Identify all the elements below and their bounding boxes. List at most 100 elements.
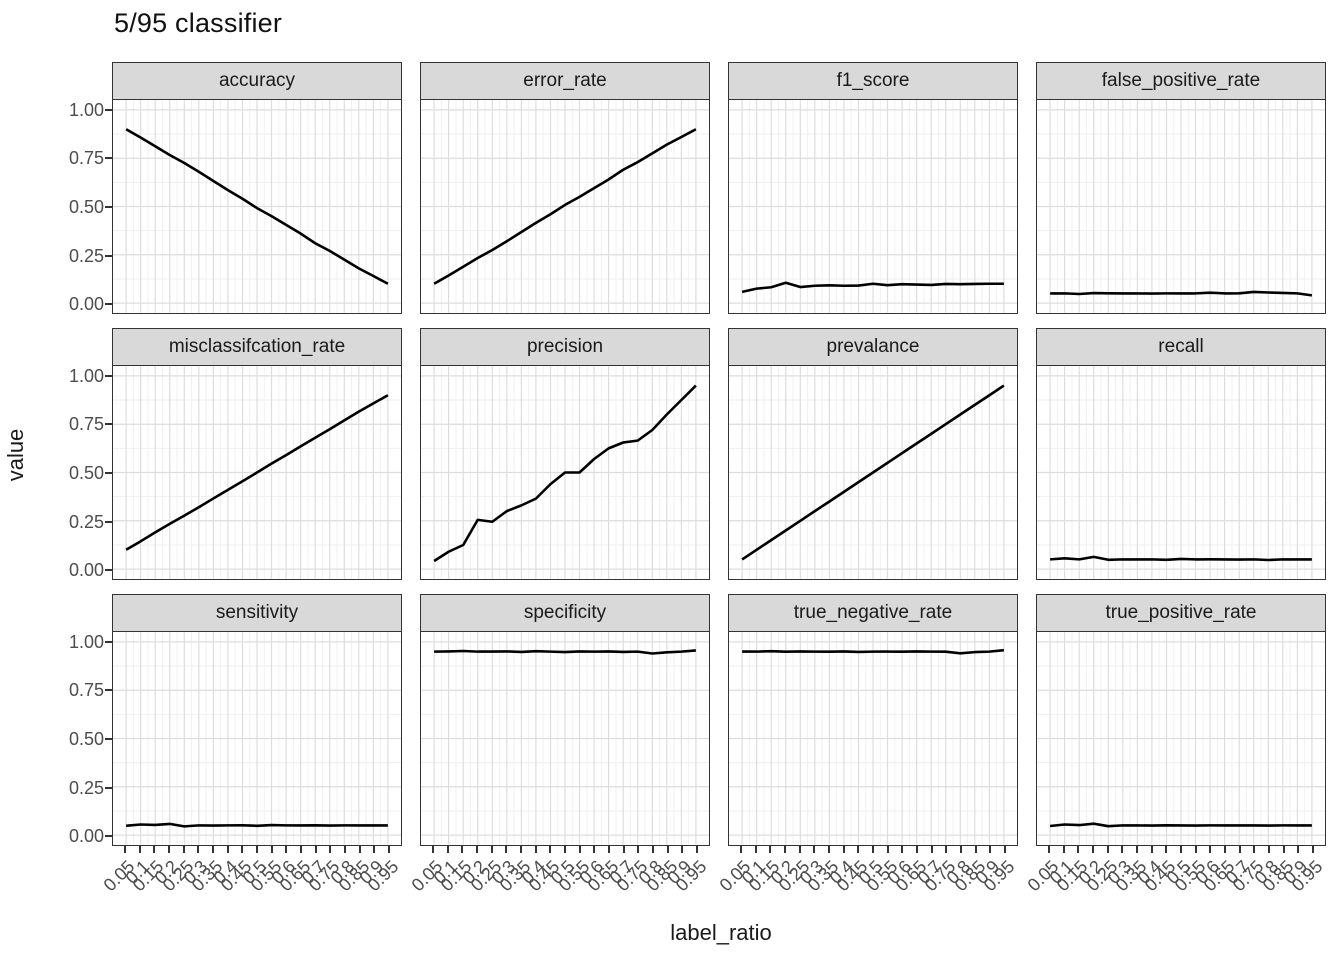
x-tick-mark [593, 846, 596, 853]
x-axis-title: label_ratio [670, 920, 772, 945]
x-tick-mark [168, 846, 171, 853]
x-tick-mark [1106, 846, 1109, 853]
x-tick-mark [446, 846, 449, 853]
x-tick-mark [622, 846, 625, 853]
facet-strip-label: misclassifcation_rate [112, 328, 402, 366]
y-tick-mark [105, 640, 112, 643]
facet-strip-label: false_positive_rate [1036, 62, 1326, 100]
facet-misclassifcation_rate: misclassifcation_rate [112, 328, 402, 580]
x-tick-mark [153, 846, 156, 853]
x-tick-mark [549, 846, 552, 853]
facet-panel [728, 100, 1018, 314]
x-tick-mark [1267, 846, 1270, 853]
x-tick-mark [534, 846, 537, 853]
y-tick-mark [105, 472, 112, 474]
y-tick-label: 1.00 [68, 99, 104, 120]
facet-recall: recall [1036, 328, 1326, 580]
x-tick-mark [666, 846, 669, 853]
data-line-true_negative_rate [742, 648, 1005, 655]
x-tick-mark [1062, 846, 1065, 853]
facet-sensitivity: sensitivity [112, 594, 402, 846]
x-tick-mark [754, 846, 757, 853]
facet-panel [1036, 366, 1326, 580]
x-tick-mark [901, 846, 904, 853]
facet-precision: precision [420, 328, 710, 580]
y-tick-mark [105, 423, 112, 426]
x-tick-mark [607, 846, 610, 853]
y-tick-label: 0.50 [68, 463, 104, 483]
x-tick-mark [226, 846, 229, 853]
y-tick-label: 0.25 [68, 245, 104, 266]
x-tick-mark [857, 846, 860, 853]
x-tick-mark [1180, 846, 1182, 853]
x-tick-mark [520, 846, 523, 853]
x-tick-mark [1165, 846, 1168, 853]
x-tick-mark [945, 846, 948, 853]
x-tick-mark [886, 846, 889, 853]
facet-panel [1036, 100, 1326, 314]
x-tick-mark [1282, 846, 1285, 853]
x-tick-mark [476, 846, 479, 853]
x-tick-mark [578, 846, 581, 853]
x-tick-mark [1297, 846, 1300, 853]
x-tick-mark [740, 846, 743, 853]
y-tick-mark [105, 520, 112, 523]
x-tick-mark [798, 846, 801, 853]
facet-strip-label: specificity [420, 594, 710, 632]
facet-panel [112, 632, 402, 846]
x-tick-mark [343, 846, 346, 853]
x-tick-mark [784, 846, 787, 853]
facet-true_negative_rate: true_negative_rate [728, 594, 1018, 846]
data-line-misclassifcation_rate [125, 394, 389, 551]
facet-specificity: specificity [420, 594, 710, 846]
y-tick-mark [105, 374, 112, 377]
y-tick-mark [105, 835, 112, 838]
facet-panel [112, 366, 402, 580]
x-tick-mark [930, 846, 933, 853]
x-tick-mark [285, 846, 288, 853]
y-tick-mark [105, 157, 112, 160]
facet-panel [728, 632, 1018, 846]
x-tick-mark [1194, 846, 1197, 853]
data-line-accuracy [125, 128, 389, 285]
y-tick-label: 0.25 [68, 777, 104, 798]
x-tick-mark [182, 846, 185, 853]
facet-accuracy: accuracy [112, 62, 402, 314]
x-tick-mark [490, 846, 493, 853]
x-tick-mark [1209, 846, 1212, 853]
x-tick-mark [1121, 846, 1124, 853]
x-tick-mark [387, 846, 390, 853]
x-tick-mark [1048, 846, 1051, 853]
x-tick-mark [124, 846, 127, 853]
facet-strip-label: sensitivity [112, 594, 402, 632]
x-tick-mark [1253, 846, 1256, 853]
y-tick-label: 0.00 [68, 826, 104, 847]
facet-prevalance: prevalance [728, 328, 1018, 580]
x-tick-mark [241, 846, 244, 853]
facet-panel [420, 632, 710, 846]
x-tick-mark [974, 846, 977, 853]
x-tick-mark [989, 846, 992, 853]
x-tick-mark [564, 846, 566, 853]
x-tick-mark [197, 846, 200, 853]
facet-true_positive_rate: true_positive_rate [1036, 594, 1326, 846]
x-tick-mark [1311, 846, 1314, 853]
x-tick-mark [813, 846, 816, 853]
x-tick-mark [314, 846, 317, 853]
x-tick-mark [212, 846, 215, 853]
x-tick-mark [373, 846, 376, 853]
facet-strip-label: precision [420, 328, 710, 366]
x-tick-mark [959, 846, 962, 853]
y-tick-mark [105, 108, 112, 111]
y-tick-label: 0.00 [68, 560, 104, 581]
data-line-f1_score [741, 281, 1004, 294]
facet-strip-label: accuracy [112, 62, 402, 100]
facet-panel [420, 100, 710, 314]
y-axis-title: value [3, 428, 28, 482]
x-tick-mark [329, 846, 332, 853]
data-line-error_rate [433, 128, 697, 285]
x-tick-mark [681, 846, 684, 853]
x-tick-mark [505, 846, 508, 853]
y-tick-mark [105, 303, 112, 306]
x-tick-mark [915, 846, 918, 853]
